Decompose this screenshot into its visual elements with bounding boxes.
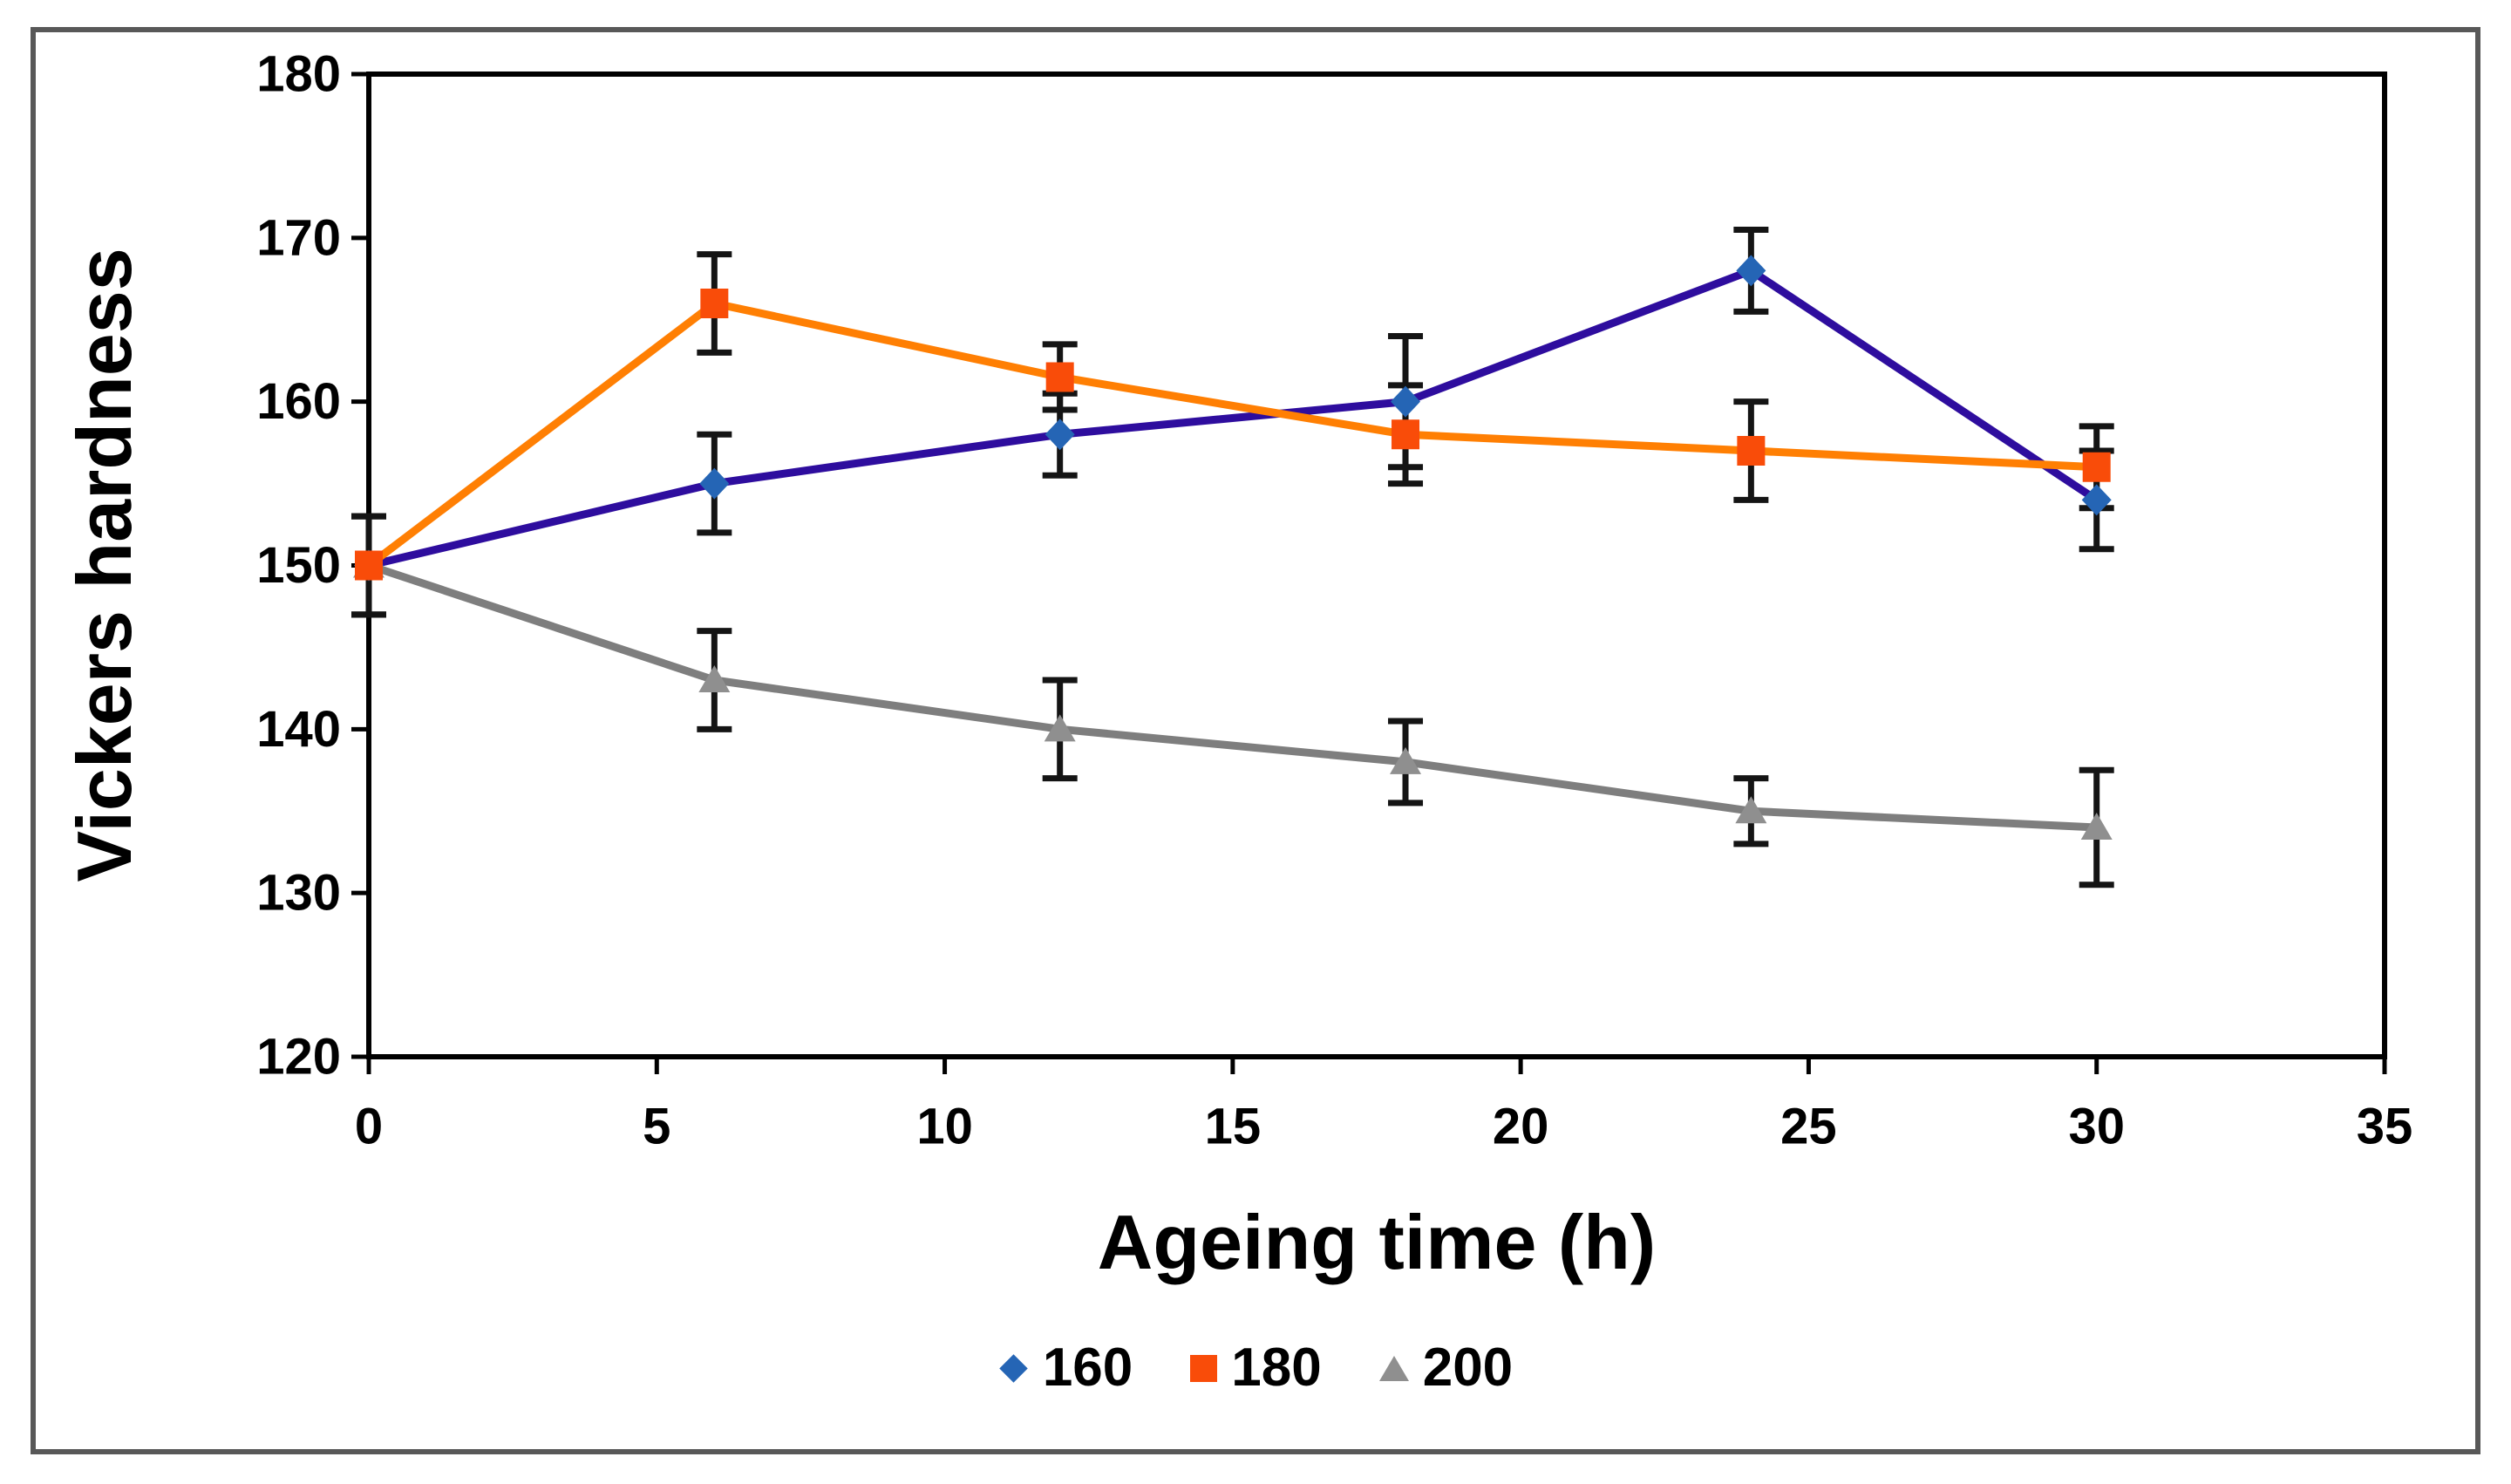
x-tick-label: 15 xyxy=(1205,1099,1262,1155)
diamond-marker-160 xyxy=(1391,385,1421,418)
y-tick-label: 160 xyxy=(256,373,341,430)
y-tick-label: 120 xyxy=(256,1029,341,1086)
triangle-marker-200 xyxy=(1735,796,1767,824)
legend-item-200: 200 xyxy=(1378,1338,1514,1398)
legend-label: 200 xyxy=(1422,1338,1514,1398)
legend-item-180: 180 xyxy=(1190,1338,1322,1398)
triangle-marker-200 xyxy=(1390,746,1422,774)
x-tick-label: 35 xyxy=(2357,1099,2413,1155)
square-marker-180 xyxy=(700,288,729,318)
y-tick-label: 130 xyxy=(256,865,341,922)
series-line-180 xyxy=(366,299,2097,569)
legend: 160 180 200 xyxy=(0,1341,2511,1395)
plot-border xyxy=(366,71,2387,1059)
x-tick-label: 10 xyxy=(916,1099,973,1155)
diamond-marker-160 xyxy=(2081,484,2112,516)
square-marker-180 xyxy=(1392,419,1420,450)
plot-area: 120 130 140 150 160 170 180 0 5 10 15 20 25 30 35 xyxy=(256,46,2412,1155)
figure-border xyxy=(31,27,2480,1454)
x-tick-label: 5 xyxy=(643,1099,670,1155)
triangle-marker-200 xyxy=(1044,714,1076,742)
x-tick-label: 25 xyxy=(1780,1099,1837,1155)
triangle-marker-200 xyxy=(2080,813,2113,841)
series-line-160 xyxy=(367,266,2099,569)
triangle-marker-200 xyxy=(698,664,731,692)
legend-label: 160 xyxy=(1042,1338,1133,1398)
y-tick-label: 150 xyxy=(256,537,341,594)
y-axis-title: Vickers hardness xyxy=(61,248,147,882)
diamond-marker-160 xyxy=(1736,255,1766,287)
triangle-icon xyxy=(1378,1355,1409,1381)
x-tick-label: 20 xyxy=(1493,1099,1549,1155)
diamond-icon xyxy=(999,1353,1028,1383)
x-axis-title: Ageing time (h) xyxy=(1098,1199,1656,1285)
square-marker-180 xyxy=(355,550,383,581)
y-tick-label: 180 xyxy=(256,46,341,103)
square-marker-180 xyxy=(1045,362,1074,392)
diamond-marker-160 xyxy=(1045,419,1075,451)
y-tick-label: 140 xyxy=(256,701,341,758)
square-marker-180 xyxy=(1737,436,1766,466)
legend-item-160: 160 xyxy=(998,1341,1133,1395)
diamond-marker-160 xyxy=(699,467,730,500)
series-line-200 xyxy=(367,562,2097,832)
square-marker-180 xyxy=(2082,452,2111,482)
y-tick-label: 170 xyxy=(256,209,341,266)
x-tick-label: 0 xyxy=(355,1099,383,1155)
square-icon xyxy=(1190,1354,1218,1382)
x-tick-label: 30 xyxy=(2068,1099,2125,1155)
legend-label: 180 xyxy=(1231,1338,1322,1398)
